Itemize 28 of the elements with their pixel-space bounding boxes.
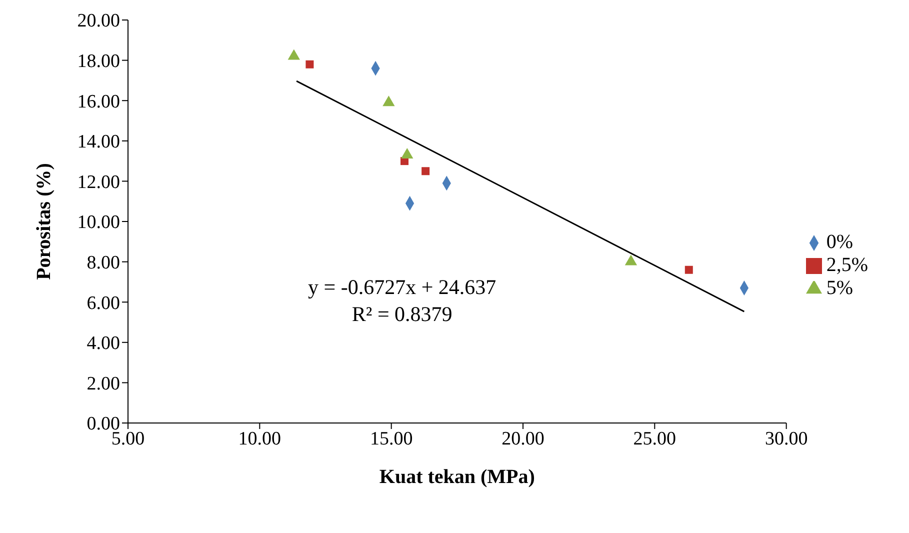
x-axis-title: Kuat tekan (MPa) <box>379 466 535 488</box>
point <box>382 96 395 106</box>
x-tick-label: 30.00 <box>764 428 808 450</box>
point <box>306 60 314 68</box>
y-tick-label: 10.00 <box>77 212 120 234</box>
point <box>684 266 693 274</box>
y-tick-label: 14.00 <box>77 132 120 153</box>
point <box>288 49 300 60</box>
legend-label: 2,5% <box>826 254 868 276</box>
y-tick-label: 2.00 <box>86 373 120 394</box>
x-tick-label: 15.00 <box>370 428 413 450</box>
x-tick-label: 10.00 <box>238 428 282 450</box>
x-tick-label: 20.00 <box>502 428 544 450</box>
y-axis-title: Porositas (%) <box>33 163 56 280</box>
x-tick-label: 25.00 <box>633 428 676 450</box>
annotation: R² = 0.8379 <box>352 302 452 326</box>
point <box>422 167 430 176</box>
y-tick-label: 8.00 <box>86 252 120 274</box>
y-tick-label: 4.00 <box>86 333 120 354</box>
legend-label: 5% <box>826 277 853 299</box>
legend-label: 0% <box>826 231 853 253</box>
annotation: y = -0.6727x + 24.637 <box>308 275 496 299</box>
y-tick-label: 18.00 <box>77 51 120 72</box>
point <box>401 148 414 159</box>
y-tick-label: 6.00 <box>86 292 120 314</box>
y-tick-label: 12.00 <box>77 172 120 193</box>
y-tick-label: 20.00 <box>77 10 120 32</box>
y-tick-label: 16.00 <box>77 91 120 112</box>
